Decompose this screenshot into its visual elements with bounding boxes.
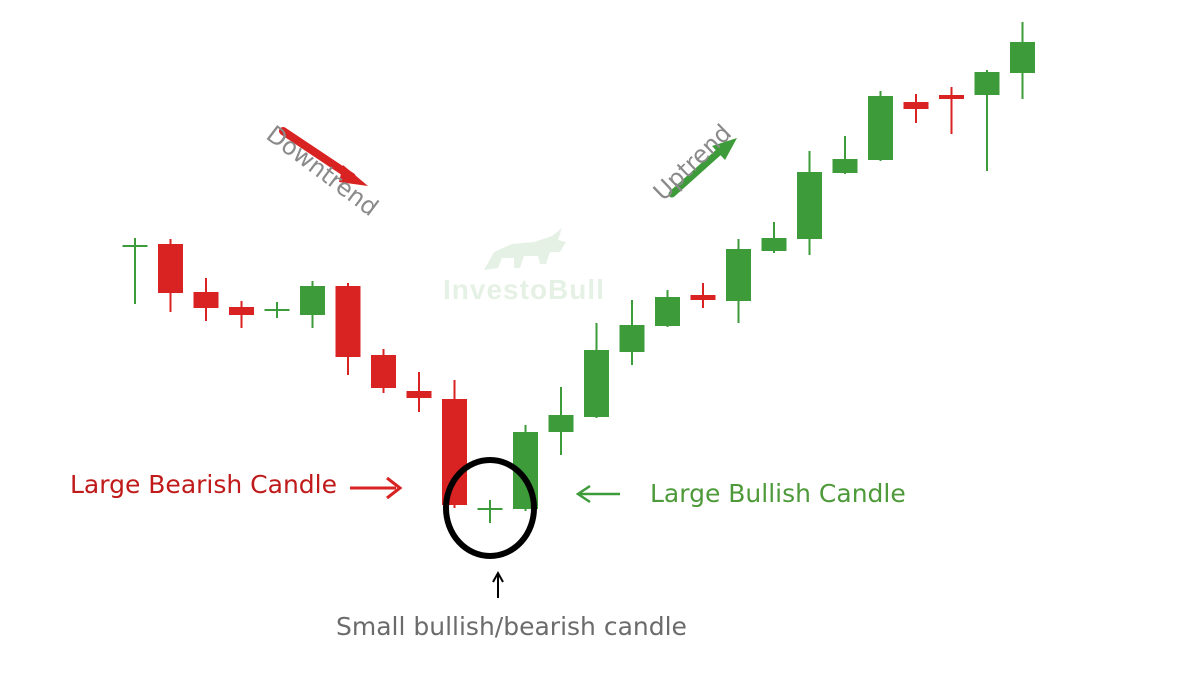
uptrend-arrow-shaft — [668, 147, 724, 198]
candle-body — [619, 325, 645, 352]
downtrend-arrow-head — [339, 165, 368, 186]
candle — [619, 300, 645, 365]
candle-body — [939, 95, 964, 99]
candle-body — [442, 399, 467, 505]
candle-body — [655, 297, 680, 326]
watermark-text: InvestoBull — [443, 274, 605, 305]
candle-body — [584, 350, 609, 417]
uptrend-arrow-head — [712, 138, 737, 160]
candle — [406, 372, 432, 412]
candle — [655, 290, 680, 327]
small-candle-label: Small bullish/bearish candle — [336, 612, 687, 641]
candle — [903, 94, 929, 123]
bull-icon — [484, 228, 566, 270]
candle — [477, 500, 503, 523]
bearish-pointer-arrow — [350, 476, 403, 500]
candle — [300, 281, 325, 328]
candle — [939, 87, 964, 134]
candle — [122, 238, 148, 304]
candle-body — [797, 172, 822, 239]
candle-body — [761, 238, 787, 251]
large-bearish-candle-label: Large Bearish Candle — [70, 470, 337, 499]
watermark: InvestoBull — [424, 222, 624, 312]
candle — [868, 91, 893, 161]
candle-body — [1010, 42, 1035, 73]
candle — [158, 239, 183, 312]
candle-body — [868, 96, 893, 160]
candle-body — [726, 249, 751, 301]
candle — [229, 301, 254, 328]
candle-body — [903, 102, 929, 109]
candle-body — [300, 286, 325, 315]
downtrend-arrow — [279, 127, 368, 186]
candle — [264, 302, 290, 318]
bullish-pointer-arrow — [575, 484, 620, 504]
small-pointer-head — [492, 570, 504, 583]
candle — [832, 136, 858, 174]
candle — [584, 323, 609, 418]
candle-body — [193, 292, 219, 308]
candle-body — [974, 72, 1000, 95]
candle — [797, 151, 822, 255]
candle-body — [406, 391, 432, 398]
highlight-circle — [443, 457, 537, 559]
candle — [690, 283, 716, 308]
candle — [371, 349, 396, 393]
candle-body — [158, 244, 183, 293]
candle — [974, 70, 1000, 171]
bullish-pointer-head — [575, 484, 591, 504]
candle — [1010, 22, 1035, 99]
candle — [761, 222, 787, 253]
candle-body — [229, 307, 254, 315]
downtrend-arrow-shaft — [279, 127, 356, 181]
candle — [726, 239, 751, 323]
candle-body — [371, 355, 396, 388]
candle-body — [832, 159, 858, 173]
candle — [548, 387, 574, 455]
candles-group — [122, 22, 1035, 523]
candle-body — [690, 295, 716, 300]
small-candle-pointer-arrow — [492, 570, 504, 598]
candle — [193, 278, 219, 321]
candle-body — [548, 415, 574, 432]
uptrend-arrow — [668, 138, 737, 198]
candle-body — [335, 286, 361, 357]
candle — [442, 380, 467, 508]
candle — [335, 283, 361, 375]
large-bullish-candle-label: Large Bullish Candle — [650, 479, 906, 508]
bearish-pointer-head — [386, 476, 403, 500]
